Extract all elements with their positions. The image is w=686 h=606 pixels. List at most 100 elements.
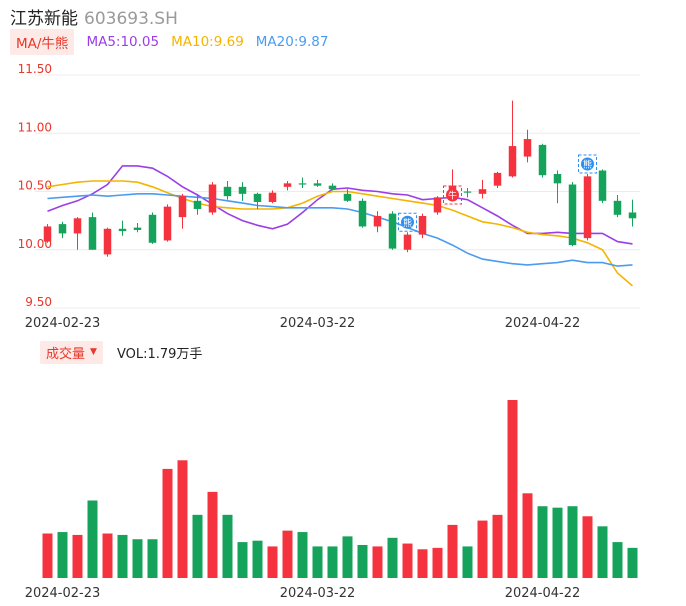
candle-body bbox=[103, 228, 112, 255]
price-grid bbox=[35, 74, 640, 309]
volume-bar bbox=[432, 547, 443, 578]
volume-bar bbox=[192, 514, 203, 578]
candle bbox=[298, 177, 307, 189]
candles bbox=[43, 100, 637, 257]
candle-body bbox=[373, 215, 382, 227]
candle bbox=[268, 190, 277, 204]
candle bbox=[508, 100, 517, 178]
candle bbox=[523, 129, 532, 163]
volume-bar bbox=[537, 506, 548, 578]
volume-bar bbox=[492, 514, 503, 578]
volume-bar bbox=[327, 546, 338, 578]
x-tick-label: 2024-03-22 bbox=[280, 586, 356, 601]
candle-body bbox=[538, 144, 547, 176]
candle bbox=[553, 170, 562, 204]
candle bbox=[613, 194, 622, 218]
candle-body bbox=[328, 185, 337, 190]
candle-body bbox=[388, 213, 397, 249]
bear-signal-marker: 熊 bbox=[398, 212, 417, 232]
volume-bar bbox=[447, 524, 458, 578]
candle-body bbox=[283, 183, 292, 187]
y-tick-label: 10.00 bbox=[18, 237, 52, 251]
candle bbox=[328, 183, 337, 191]
volume-value-label: VOL:1.79万手 bbox=[116, 346, 203, 362]
volume-bar bbox=[372, 546, 383, 578]
marker-text: 牛 bbox=[448, 189, 457, 201]
ma10-line bbox=[47, 180, 634, 287]
volume-bar bbox=[477, 520, 488, 578]
candle-body bbox=[613, 200, 622, 215]
marker-badge bbox=[581, 157, 594, 171]
candle bbox=[478, 179, 487, 199]
candle bbox=[463, 188, 472, 198]
candle-body bbox=[418, 215, 427, 235]
candle-body bbox=[43, 226, 52, 242]
stock-header: 江苏新能 603693.SH bbox=[10, 4, 178, 29]
candle-body bbox=[73, 218, 82, 234]
candle-body bbox=[298, 183, 307, 185]
candle-body bbox=[478, 189, 487, 194]
marker-badge bbox=[446, 188, 459, 202]
x-tick-label: 2024-02-23 bbox=[25, 586, 101, 601]
marker-frame bbox=[398, 212, 417, 232]
candle bbox=[598, 169, 607, 204]
candle bbox=[58, 221, 67, 239]
candle-body bbox=[523, 139, 532, 157]
candle bbox=[178, 193, 187, 229]
volume-bar bbox=[102, 533, 113, 578]
volume-bar bbox=[177, 460, 188, 578]
y-tick-label: 11.50 bbox=[18, 62, 52, 76]
volume-bar bbox=[222, 514, 233, 578]
marker-badge bbox=[401, 215, 414, 229]
volume-bar bbox=[627, 547, 638, 578]
marker-text: 熊 bbox=[583, 159, 592, 171]
candle-body bbox=[508, 146, 517, 177]
volume-bar bbox=[237, 542, 248, 578]
candle-body bbox=[463, 191, 472, 193]
candle-body bbox=[238, 186, 247, 194]
candle bbox=[103, 227, 112, 257]
candle bbox=[118, 220, 127, 236]
candle-body bbox=[598, 170, 607, 201]
signal-markers: 熊牛熊 bbox=[398, 154, 597, 232]
ma-indicator-selector[interactable]: MA/牛熊 bbox=[10, 29, 75, 55]
candle bbox=[148, 212, 157, 244]
price-x-axis: 2024-02-23 2024-03-22 2024-04-22 bbox=[25, 316, 581, 331]
marker-frame bbox=[443, 185, 462, 205]
candle bbox=[208, 182, 217, 215]
volume-bar bbox=[612, 542, 623, 578]
x-tick-label: 2024-04-22 bbox=[505, 586, 581, 601]
candle-body bbox=[163, 206, 172, 241]
ma20-label: MA20:9.87 bbox=[255, 34, 329, 50]
volume-bar bbox=[72, 534, 83, 578]
candle-body bbox=[58, 224, 67, 234]
candle bbox=[313, 179, 322, 187]
bear-signal-marker: 熊 bbox=[578, 154, 597, 174]
candle-body bbox=[568, 184, 577, 246]
candle bbox=[343, 189, 352, 202]
candle bbox=[433, 196, 442, 215]
ma-legend: MA/牛熊 MA5:10.05 MA10:9.69 MA20:9.87 bbox=[10, 29, 329, 55]
candle bbox=[583, 174, 592, 241]
candle-body bbox=[403, 234, 412, 250]
volume-bar bbox=[312, 546, 323, 578]
volume-selector-label: 成交量 bbox=[46, 346, 86, 362]
volume-bar bbox=[282, 530, 293, 578]
stock-code: 603693.SH bbox=[84, 9, 178, 29]
volume-bar bbox=[462, 546, 473, 578]
volume-bar bbox=[357, 544, 368, 578]
candle bbox=[568, 182, 577, 247]
volume-indicator-selector[interactable]: 成交量 ▼ bbox=[40, 340, 103, 364]
volume-bar bbox=[87, 500, 98, 578]
volume-bar bbox=[342, 536, 353, 578]
price-axis: 11.50 11.00 10.50 10.00 9.50 bbox=[18, 62, 52, 309]
volume-bar bbox=[252, 540, 263, 578]
volume-bar bbox=[117, 534, 128, 578]
candle-body bbox=[148, 214, 157, 243]
candle bbox=[628, 199, 637, 227]
volume-bar bbox=[402, 543, 413, 578]
candle-body bbox=[343, 193, 352, 201]
volume-bar bbox=[297, 532, 308, 578]
y-tick-label: 9.50 bbox=[25, 295, 52, 309]
